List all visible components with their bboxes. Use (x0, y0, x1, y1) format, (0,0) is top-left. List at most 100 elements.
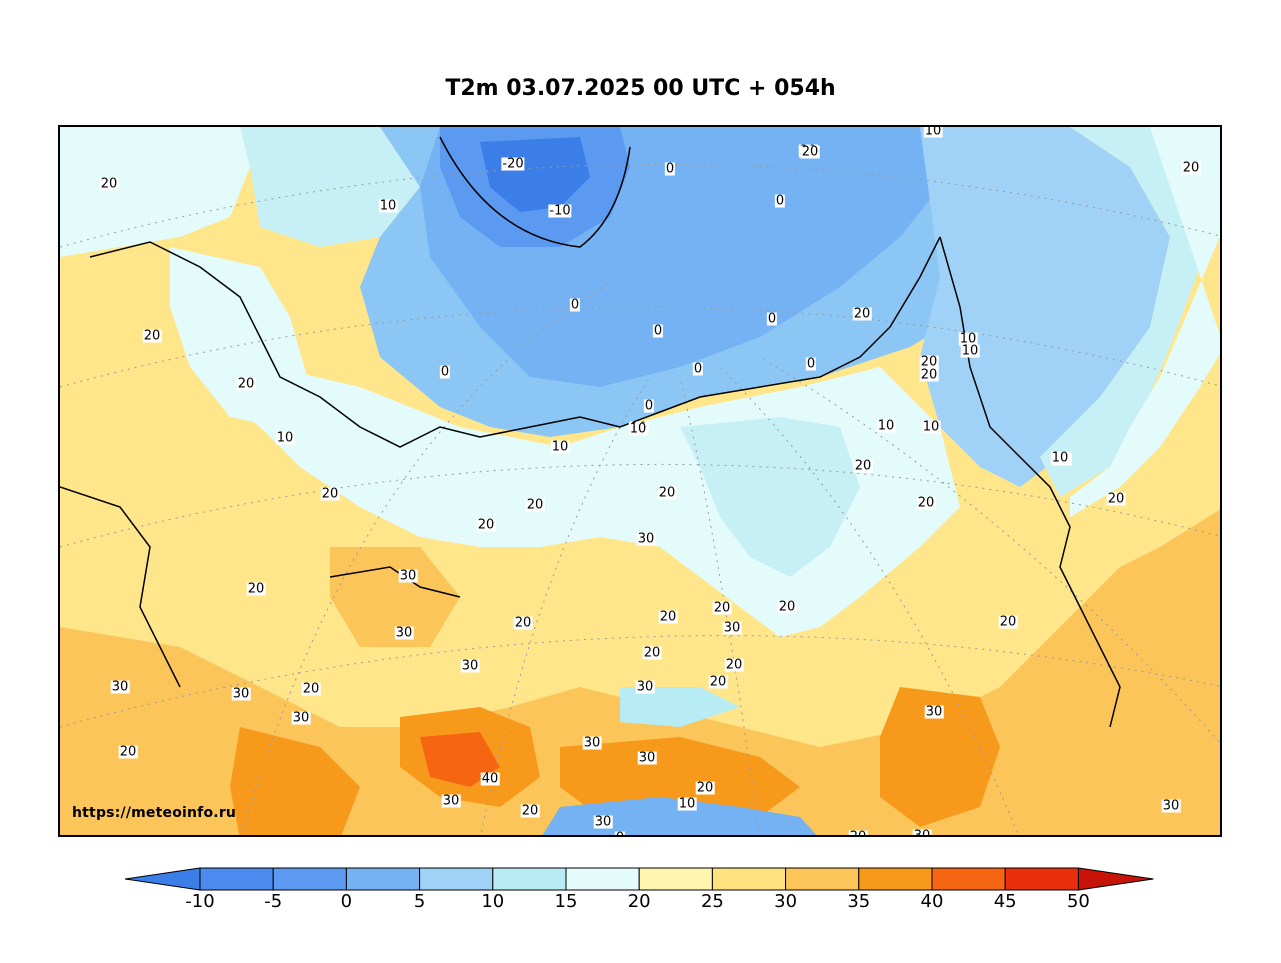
contour-label: 40 (480, 771, 500, 787)
contour-label: 20 (658, 609, 678, 625)
contour-label: 0 (439, 364, 451, 380)
contour-label: 30 (441, 793, 461, 809)
contour-label: 20 (708, 674, 728, 690)
contour-label: 10 (960, 343, 980, 359)
contour-label: 20 (657, 485, 677, 501)
contour-label: 20 (695, 780, 715, 796)
contour-label: 20 (712, 600, 732, 616)
contour-label: 0 (692, 361, 704, 377)
contour-label: 20 (236, 376, 256, 392)
contour-label: 30 (637, 750, 657, 766)
contour-label: 20 (642, 645, 662, 661)
colorbar-arrow-high (1077, 867, 1154, 891)
contour-label: 30 (924, 704, 944, 720)
contour-label: 10 (958, 331, 978, 347)
colorbar-arrow-low (125, 867, 201, 891)
colorbar-tick-label: 25 (700, 891, 724, 912)
contour-label: 20 (301, 681, 321, 697)
contour-label: 20 (118, 744, 138, 760)
contour-label: 30 (582, 735, 602, 751)
colorbar-tick-label: 0 (340, 891, 353, 912)
contour-label: 30 (722, 620, 742, 636)
contour-label: 30 (110, 679, 130, 695)
contour-label: 20 (513, 615, 533, 631)
contour-label: 20 (848, 830, 868, 835)
contour-label: 20 (1181, 160, 1201, 176)
temperature-field (60, 127, 1220, 835)
colorbar-segment (1004, 867, 1079, 891)
colorbar-tick-label: 35 (847, 891, 871, 912)
contour-label: 10 (921, 419, 941, 435)
colorbar-tick-label: 40 (920, 891, 944, 912)
colorbar-segment (565, 867, 640, 891)
contour-label: 0 (664, 161, 676, 177)
contour-label: 30 (398, 568, 418, 584)
contour-label: 20 (852, 306, 872, 322)
contour-label: 20 (320, 486, 340, 502)
colorbar-tick-label: 45 (993, 891, 1017, 912)
colorbar-segment (638, 867, 713, 891)
map-title: T2m 03.07.2025 00 UTC + 054h (445, 76, 836, 101)
contour-label: 30 (1161, 798, 1181, 814)
contour-label: 20 (99, 176, 119, 192)
contour-label: 30 (635, 679, 655, 695)
temperature-map: 20-20-1000000102010202020100000101010202… (58, 125, 1222, 837)
contour-label: 20 (800, 144, 820, 160)
contour-label: -20 (501, 156, 525, 172)
contour-label: 0 (766, 311, 778, 327)
contour-label: 30 (291, 710, 311, 726)
colorbar-tick-label: 50 (1066, 891, 1090, 912)
contour-label: 10 (628, 421, 648, 437)
colorbar-tick-label: 10 (481, 891, 505, 912)
contour-label: 10 (378, 198, 398, 214)
watermark: https://meteoinfo.ru (72, 805, 237, 821)
colorbar (125, 867, 1154, 891)
contour-label: 20 (142, 328, 162, 344)
contour-label: 10 (923, 125, 943, 139)
contour-label: 20 (998, 614, 1018, 630)
contour-label: 30 (394, 625, 414, 641)
colorbar-tick-label: 20 (627, 891, 651, 912)
contour-label: 30 (231, 686, 251, 702)
colorbar-segment (785, 867, 860, 891)
contour-label: 0 (774, 193, 786, 209)
contour-label: 10 (550, 439, 570, 455)
colorbar-segment (711, 867, 787, 891)
contour-label: 10 (1050, 450, 1070, 466)
colorbar-tick-label: 30 (774, 891, 798, 912)
contour-label: 30 (636, 531, 656, 547)
contour-label: 10 (275, 430, 295, 446)
contour-label: 30 (912, 829, 932, 835)
contour-label: 20 (919, 354, 939, 370)
contour-label: -10 (548, 203, 572, 219)
contour-label: 10 (677, 796, 697, 812)
colorbar-tick-label: 15 (554, 891, 578, 912)
contour-label: 0 (652, 323, 664, 339)
colorbar-tick-label: -5 (264, 891, 283, 912)
contour-label: 20 (724, 657, 744, 673)
contour-label: 20 (916, 495, 936, 511)
contour-label: 20 (476, 517, 496, 533)
colorbar-tick-label: -10 (185, 891, 215, 912)
colorbar-segment (272, 867, 347, 891)
contour-label: 0 (614, 831, 626, 835)
contour-label: 20 (525, 497, 545, 513)
colorbar-tick-label: 5 (413, 891, 426, 912)
colorbar-segment (858, 867, 933, 891)
contour-label: 30 (460, 658, 480, 674)
colorbar-segment (419, 867, 494, 891)
contour-label: 20 (777, 599, 797, 615)
contour-label: 0 (643, 398, 655, 414)
contour-label: 30 (593, 814, 613, 830)
colorbar-segment (345, 867, 421, 891)
contour-label: 20 (246, 581, 266, 597)
contour-label: 20 (1106, 491, 1126, 507)
contour-label: 10 (876, 418, 896, 434)
colorbar-segment (492, 867, 567, 891)
contour-label: 20 (919, 367, 939, 383)
contour-label: 20 (853, 458, 873, 474)
contour-label: 20 (520, 803, 540, 819)
colorbar-segment (199, 867, 274, 891)
colorbar-segment (931, 867, 1006, 891)
contour-label: 0 (569, 297, 581, 313)
